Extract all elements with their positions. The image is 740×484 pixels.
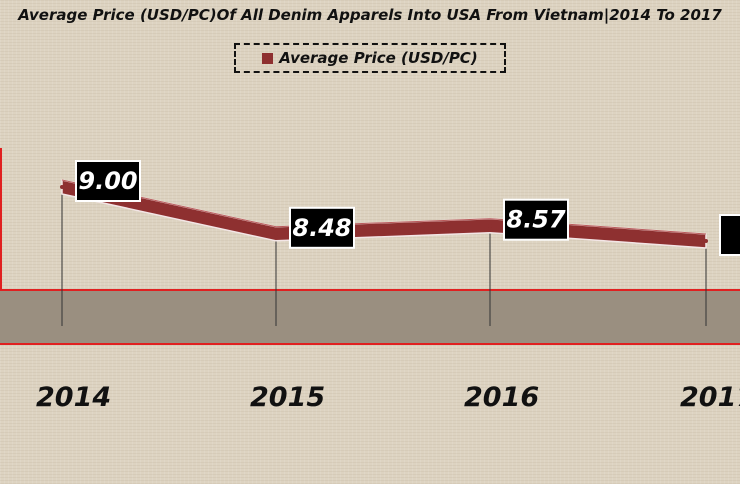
data-label-2015: 8.48 — [292, 214, 351, 242]
legend-swatch — [262, 52, 274, 64]
data-label-2014: 9.00 — [78, 167, 137, 195]
series-line-highlight — [61, 179, 707, 235]
chart-legend: Average Price (USD/PC) — [234, 43, 506, 73]
x-tick-label-2017: 2017 — [680, 382, 740, 413]
x-tick-label-2014: 2014 — [36, 382, 111, 413]
x-tick-label-2016: 2016 — [464, 382, 539, 413]
data-label-box-2014 — [75, 160, 141, 202]
data-label-box-2017 — [719, 214, 740, 256]
data-label-2016: 8.57 — [506, 206, 566, 234]
data-label-box-2016 — [503, 198, 569, 241]
data-point-2014 — [60, 185, 64, 189]
chart-title: Average Price (USD/PC)Of All Denim Appar… — [18, 6, 722, 24]
legend-label: Average Price (USD/PC) — [279, 49, 478, 67]
data-label-box-2015 — [289, 206, 355, 249]
data-point-2016 — [488, 223, 492, 228]
chart-floor — [0, 290, 740, 344]
data-point-2017 — [704, 239, 708, 243]
x-tick-label-2015: 2015 — [250, 382, 325, 413]
series-line-average-price — [61, 179, 707, 249]
data-point-2015 — [274, 231, 278, 236]
